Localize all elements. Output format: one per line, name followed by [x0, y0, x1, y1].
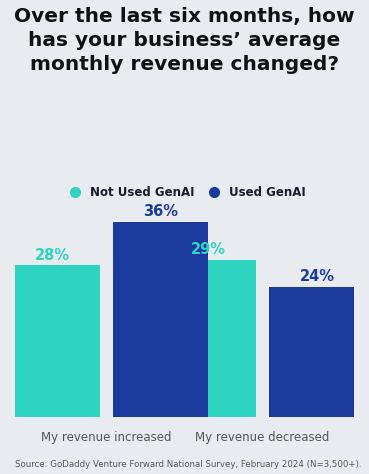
Text: 29%: 29% — [191, 242, 226, 257]
Bar — [113, 222, 208, 417]
Bar — [161, 260, 256, 417]
Legend: Not Used GenAI, Used GenAI: Not Used GenAI, Used GenAI — [58, 181, 311, 204]
Text: My revenue increased: My revenue increased — [41, 431, 172, 444]
Text: Over the last six months, how: Over the last six months, how — [14, 7, 355, 26]
Text: monthly revenue changed?: monthly revenue changed? — [30, 55, 339, 73]
Bar — [269, 287, 365, 417]
Text: has your business’ average: has your business’ average — [28, 31, 341, 50]
Text: 28%: 28% — [35, 248, 70, 263]
Bar — [4, 265, 100, 417]
Text: My revenue decreased: My revenue decreased — [196, 431, 330, 444]
Text: Source: GoDaddy Venture Forward National Survey, February 2024 (N=3,500+).: Source: GoDaddy Venture Forward National… — [15, 460, 361, 469]
Text: 36%: 36% — [143, 204, 178, 219]
Text: 24%: 24% — [299, 269, 334, 284]
